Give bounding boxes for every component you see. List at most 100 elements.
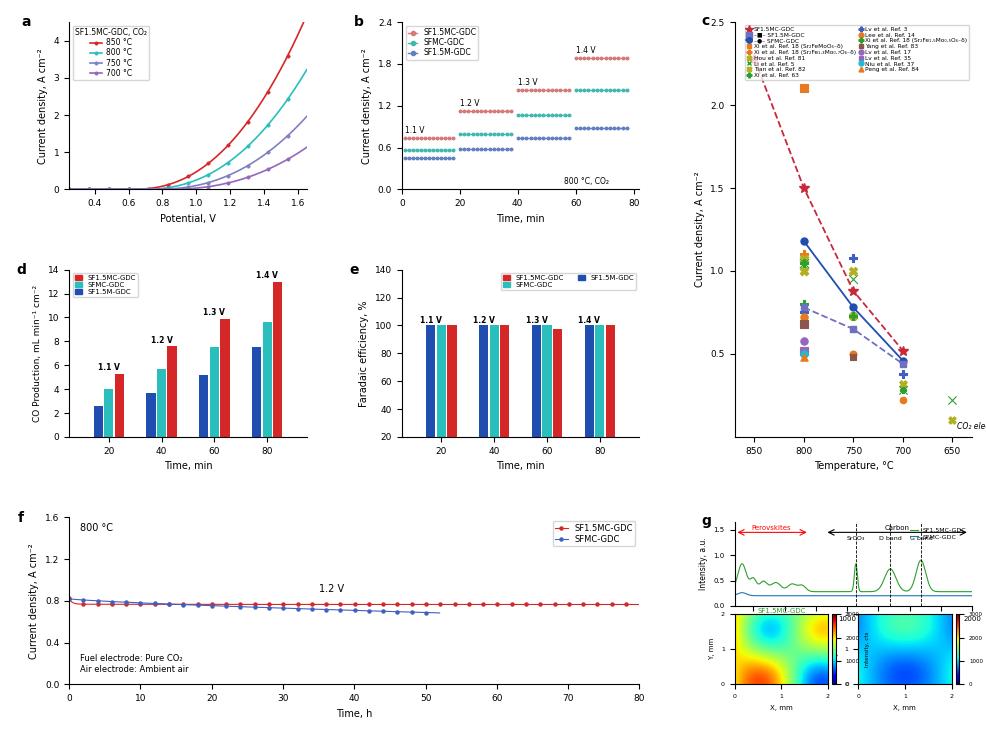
850 °C	[263, 85, 275, 93]
SFMC-GDC	[958, 591, 970, 600]
Bar	[94, 406, 103, 437]
Point	[894, 394, 910, 406]
SF1.5MC-GDC	[63, 594, 75, 603]
SF1.5M-GDC	[847, 325, 859, 333]
850 °C	[63, 185, 75, 194]
SF1.5MC-GDC	[797, 183, 809, 192]
Point	[894, 385, 910, 397]
SF1.5M-GDC	[797, 303, 809, 312]
800 °C	[63, 185, 75, 194]
Bar	[220, 319, 230, 437]
X-axis label: Time, h: Time, h	[336, 709, 372, 719]
800 °C	[204, 169, 216, 178]
Text: Fuel electrode: Pure CO₂: Fuel electrode: Pure CO₂	[80, 654, 182, 663]
Text: f: f	[18, 511, 24, 525]
Point	[845, 252, 861, 263]
X-axis label: X, mm: X, mm	[892, 705, 915, 711]
SFMC-GDC	[353, 606, 365, 615]
Line: SFMC-GDC: SFMC-GDC	[734, 592, 971, 595]
800 °C	[301, 66, 313, 74]
SFMC-GDC	[107, 597, 119, 606]
Bar	[447, 325, 457, 465]
SFMC-GDC	[358, 606, 370, 615]
Point	[845, 310, 861, 322]
Line: 750 °C: 750 °C	[67, 115, 309, 191]
SF1.5MC-GDC	[958, 587, 970, 596]
Bar	[426, 325, 435, 465]
SFMC-GDC	[896, 356, 908, 365]
SF1.5MC-GDC	[633, 600, 645, 609]
Line: 800 °C: 800 °C	[67, 68, 309, 191]
Text: g: g	[701, 514, 711, 528]
Point	[795, 257, 810, 269]
Y-axis label: Faradaic efficiency, %: Faradaic efficiency, %	[359, 300, 369, 406]
Line: SFMC-GDC: SFMC-GDC	[67, 597, 441, 615]
Point	[845, 310, 861, 322]
Point	[795, 344, 810, 356]
Point	[944, 394, 959, 406]
SFMC-GDC	[164, 600, 176, 609]
Bar	[209, 347, 219, 437]
Text: 1.2 V: 1.2 V	[472, 316, 494, 325]
Legend: SF1.5MC-GDC, –■– SF1.5M-GDC, –●– SFMC-GDC, Xi et al. Ref. 18 (Sr₂FeMoO₆₋δ), Xi e: SF1.5MC-GDC, –■– SF1.5M-GDC, –●– SFMC-GD…	[743, 25, 968, 79]
850 °C	[204, 158, 216, 166]
Point	[795, 298, 810, 310]
SF1.5MC-GDC	[847, 286, 859, 295]
SFMC-GDC	[728, 590, 740, 599]
SF1.5MC-GDC	[554, 600, 566, 609]
Text: 1.2 V: 1.2 V	[151, 336, 173, 344]
750 °C	[64, 185, 76, 194]
X-axis label: X, mm: X, mm	[769, 705, 792, 711]
SFMC-GDC	[797, 237, 809, 246]
Y-axis label: Intensity, a.u.: Intensity, a.u.	[698, 538, 707, 590]
Y-axis label: Intensity, cts: Intensity, cts	[864, 631, 869, 667]
Bar	[595, 325, 603, 465]
800 °C	[263, 118, 275, 127]
SFMC-GDC	[736, 588, 747, 597]
700 °C	[64, 185, 76, 194]
700 °C	[278, 157, 290, 166]
Point	[845, 273, 861, 285]
SFMC-GDC	[958, 591, 970, 600]
Bar	[584, 325, 594, 465]
Bar	[531, 325, 540, 465]
Line: SF1.5M-GDC: SF1.5M-GDC	[801, 305, 905, 367]
Y-axis label: Current density, A cm⁻²: Current density, A cm⁻²	[30, 543, 39, 659]
Y-axis label: CO Production, mL min⁻¹ cm⁻²: CO Production, mL min⁻¹ cm⁻²	[34, 285, 42, 422]
Bar	[114, 374, 124, 437]
SFMC-GDC	[847, 303, 859, 312]
700 °C	[204, 182, 216, 191]
Bar	[146, 393, 156, 437]
700 °C	[204, 182, 216, 191]
700 °C	[301, 143, 313, 152]
SF1.5MC-GDC	[914, 556, 926, 565]
Bar	[273, 282, 282, 437]
700 °C	[63, 185, 75, 194]
Text: e: e	[349, 263, 359, 277]
Legend: SF1.5MC-GDC, SFMC-GDC, SF1.5M-GDC: SF1.5MC-GDC, SFMC-GDC, SF1.5M-GDC	[73, 273, 137, 297]
Point	[795, 307, 810, 319]
SF1.5MC-GDC	[98, 600, 109, 609]
SFMC-GDC	[390, 607, 402, 616]
700 °C	[208, 181, 220, 190]
Point	[795, 318, 810, 330]
SFMC-GDC	[773, 591, 785, 600]
SF1.5MC-GDC	[896, 346, 908, 355]
700 °C	[263, 164, 275, 173]
Text: c: c	[701, 14, 709, 28]
750 °C	[63, 185, 75, 194]
Text: 1.2 V: 1.2 V	[318, 584, 343, 595]
800 °C	[278, 99, 290, 108]
SFMC-GDC	[844, 591, 856, 600]
Bar	[542, 325, 551, 465]
Bar	[478, 325, 488, 465]
Text: b: b	[354, 15, 364, 29]
750 °C	[301, 112, 313, 121]
Text: Perovskites: Perovskites	[750, 525, 790, 531]
SFMC-GDC	[433, 609, 445, 618]
Point	[894, 378, 910, 389]
Text: Air electrode: Ambient air: Air electrode: Ambient air	[80, 665, 188, 674]
Point	[795, 335, 810, 347]
SF1.5MC-GDC	[965, 587, 977, 596]
Point	[894, 368, 910, 380]
